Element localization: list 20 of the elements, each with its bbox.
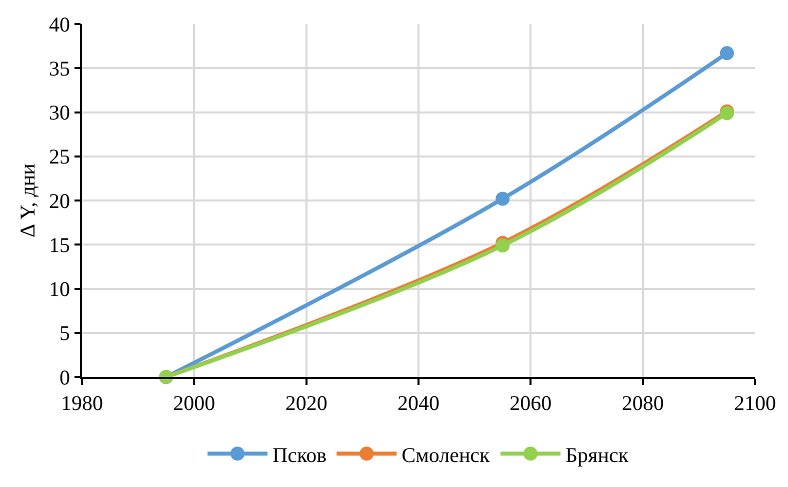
y-axis-title: Δ Y, дни <box>16 164 40 238</box>
x-tick-label: 1980 <box>61 390 103 415</box>
y-tick-label: 0 <box>60 365 70 390</box>
x-tick-label: 2060 <box>510 390 552 415</box>
y-tick-label: 35 <box>49 56 70 80</box>
legend-label: Брянск <box>566 442 630 467</box>
y-tick-label: 10 <box>49 277 70 302</box>
x-tick-label: 2080 <box>622 390 664 415</box>
x-tick-label: 2100 <box>734 390 776 415</box>
legend-label: Смоленск <box>402 442 490 467</box>
y-tick-label: 25 <box>49 144 70 169</box>
x-tick-label: 2000 <box>173 390 216 415</box>
y-tick-label: 20 <box>49 188 70 213</box>
x-tick-label: 2020 <box>285 390 328 415</box>
y-tick-label: 30 <box>49 100 70 125</box>
y-tick-label: 40 <box>49 12 70 36</box>
legend-label: Псков <box>272 442 327 467</box>
y-tick-label: 5 <box>60 321 70 346</box>
x-tick-label: 2040 <box>398 390 440 415</box>
y-tick-label: 15 <box>49 232 70 257</box>
